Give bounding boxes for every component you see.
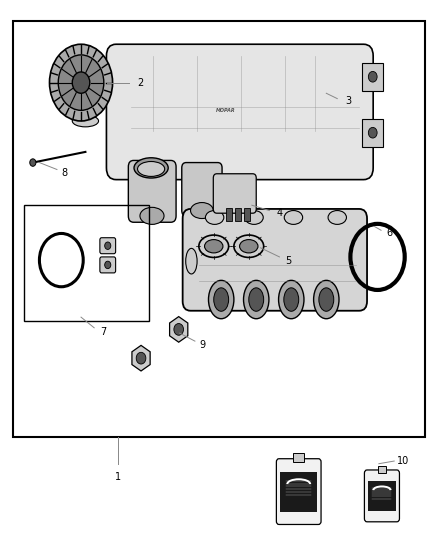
Ellipse shape — [138, 161, 165, 176]
Bar — [368, 481, 396, 511]
Text: MOPAR: MOPAR — [216, 108, 235, 114]
Text: 3: 3 — [345, 96, 351, 106]
FancyBboxPatch shape — [128, 160, 176, 222]
Ellipse shape — [140, 207, 164, 224]
Ellipse shape — [205, 239, 223, 253]
Ellipse shape — [191, 203, 213, 219]
Bar — [13, 21, 425, 437]
Circle shape — [136, 352, 146, 364]
Text: 2: 2 — [137, 78, 143, 87]
Circle shape — [368, 71, 377, 82]
FancyBboxPatch shape — [364, 470, 399, 522]
Circle shape — [174, 324, 184, 335]
Ellipse shape — [319, 288, 334, 311]
Bar — [362, 119, 383, 147]
Ellipse shape — [279, 280, 304, 319]
Ellipse shape — [240, 239, 258, 253]
FancyBboxPatch shape — [213, 174, 256, 213]
Ellipse shape — [134, 158, 168, 178]
Ellipse shape — [72, 115, 99, 127]
Ellipse shape — [208, 280, 234, 319]
Bar — [378, 466, 386, 473]
Text: 7: 7 — [100, 327, 106, 336]
Ellipse shape — [234, 235, 264, 257]
Polygon shape — [132, 345, 150, 371]
Text: 6: 6 — [386, 229, 392, 238]
Circle shape — [58, 55, 104, 110]
Ellipse shape — [328, 211, 346, 224]
FancyBboxPatch shape — [183, 209, 367, 311]
Ellipse shape — [186, 248, 197, 274]
Bar — [293, 453, 304, 462]
Circle shape — [368, 127, 377, 138]
Ellipse shape — [284, 288, 299, 311]
Ellipse shape — [284, 211, 303, 224]
Bar — [280, 472, 317, 512]
Circle shape — [49, 44, 113, 121]
Bar — [235, 208, 241, 221]
Bar — [226, 208, 232, 221]
Text: 9: 9 — [199, 341, 205, 350]
FancyBboxPatch shape — [106, 44, 373, 180]
Ellipse shape — [249, 288, 264, 311]
Bar — [244, 208, 250, 221]
Text: 5: 5 — [285, 256, 291, 266]
Circle shape — [105, 261, 111, 269]
Text: 10: 10 — [397, 456, 409, 466]
Ellipse shape — [199, 235, 229, 257]
Ellipse shape — [205, 211, 224, 224]
FancyBboxPatch shape — [100, 257, 116, 273]
Circle shape — [105, 242, 111, 249]
Bar — [362, 63, 383, 91]
Circle shape — [72, 72, 90, 93]
Ellipse shape — [244, 280, 269, 319]
FancyBboxPatch shape — [182, 163, 222, 216]
Ellipse shape — [245, 211, 263, 224]
Polygon shape — [170, 317, 188, 342]
Text: 8: 8 — [62, 168, 68, 178]
FancyBboxPatch shape — [276, 459, 321, 524]
Circle shape — [30, 159, 36, 166]
Ellipse shape — [214, 288, 229, 311]
Ellipse shape — [314, 280, 339, 319]
Text: 1: 1 — [115, 472, 121, 482]
FancyBboxPatch shape — [100, 238, 116, 254]
Text: 4: 4 — [276, 208, 283, 218]
Bar — [24, 205, 149, 321]
